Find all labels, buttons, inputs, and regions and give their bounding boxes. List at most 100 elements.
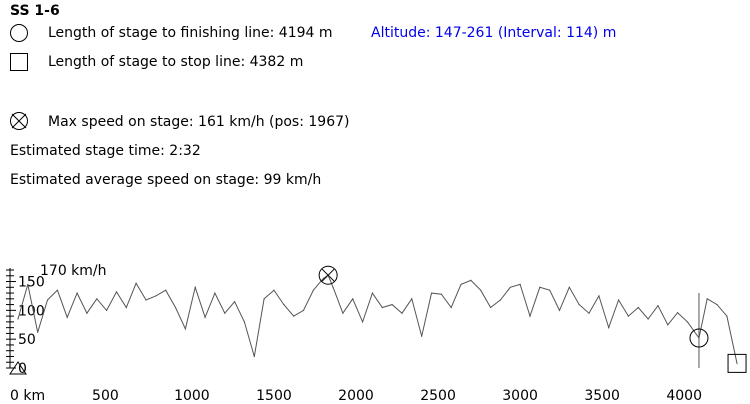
start-triangle-icon (9, 361, 27, 375)
speed-point (371, 292, 374, 294)
speed-point (27, 283, 29, 286)
max-speed-info: Max speed on stage: 161 km/h (pos: 1967) (48, 114, 350, 130)
speed-point (283, 303, 285, 306)
speed-point (529, 315, 531, 317)
speed-point (243, 321, 246, 323)
speed-point (470, 279, 472, 281)
speed-point (253, 355, 255, 358)
speed-point (125, 306, 127, 309)
speed-point (155, 295, 157, 297)
speed-point (588, 312, 590, 314)
speed-point (568, 286, 570, 288)
speed-point (184, 328, 186, 330)
speed-point (214, 292, 216, 294)
speed-point (608, 327, 610, 329)
speed-point (174, 306, 177, 309)
speed-point (598, 295, 600, 297)
speed-point (401, 312, 403, 314)
speed-point (17, 318, 19, 320)
speed-point (736, 362, 738, 364)
speed-point (519, 283, 521, 286)
speed-point (667, 324, 669, 326)
x-tick-label: 3500 (584, 388, 620, 404)
finish-line-circle-icon (10, 24, 28, 42)
x-tick-label: 3000 (502, 388, 538, 404)
speed-point (115, 291, 118, 293)
speed-point (637, 306, 639, 309)
altitude-info: Altitude: 147-261 (Interval: 114) m (371, 25, 617, 41)
speed-point (558, 309, 561, 311)
x-tick-label: 4000 (666, 388, 702, 404)
finish-line-marker-icon (689, 328, 709, 348)
speed-point (539, 286, 541, 288)
speed-point (450, 306, 452, 309)
max-speed-crossed-circle-icon (10, 112, 28, 130)
speed-point (224, 312, 226, 314)
speed-point (361, 321, 364, 323)
speed-point (657, 305, 659, 307)
speed-point (293, 315, 295, 317)
speed-point (37, 331, 39, 333)
speed-point (66, 316, 68, 318)
speed-point (322, 278, 324, 280)
speed-point (480, 289, 482, 291)
y-tick-label: 150 (18, 275, 45, 291)
speed-point (686, 321, 689, 323)
speed-point (135, 282, 137, 284)
estimated-stage-time: Estimated stage time: 2:32 (10, 143, 201, 159)
x-tick-label: 2000 (338, 388, 374, 404)
speed-point (96, 298, 98, 300)
speed-point (706, 298, 708, 300)
speed-point (489, 306, 492, 309)
speed-point (391, 303, 393, 306)
x-tick-label: 1500 (256, 388, 292, 404)
speed-series-line (17, 274, 738, 364)
speed-point (509, 286, 511, 288)
x-tick-label: 2500 (420, 388, 456, 404)
speed-point (332, 286, 334, 288)
speed-point (312, 289, 314, 291)
speed-point (46, 299, 49, 301)
estimated-average-speed: Estimated average speed on stage: 99 km/… (10, 172, 322, 188)
y-tick-label: 100 (18, 303, 45, 319)
finish-line-length: Length of stage to finishing line: 4194 … (48, 25, 333, 41)
speed-point (460, 283, 462, 286)
speed-point (421, 335, 423, 337)
speed-point (617, 299, 620, 301)
max-speed-marker-cross (321, 268, 335, 282)
speed-point (263, 298, 265, 300)
speed-point (726, 315, 728, 317)
speed-point (549, 289, 551, 291)
stop-line-marker-icon (727, 353, 747, 373)
x-tick-label: 0 km (10, 388, 45, 404)
speed-point (302, 309, 305, 311)
speed-point (677, 312, 679, 314)
speed-point (647, 318, 649, 320)
max-speed-marker-icon (318, 265, 338, 285)
y-tick-label: 50 (18, 332, 36, 348)
speed-point (76, 292, 78, 294)
speed-point (106, 309, 108, 311)
speed-point (430, 292, 433, 294)
speed-point (234, 301, 236, 303)
speed-point (86, 312, 88, 314)
speed-point (165, 289, 167, 291)
x-tick-label: 1000 (174, 388, 210, 404)
speed-point (440, 293, 442, 295)
speed-point (499, 299, 502, 301)
speed-point (716, 303, 718, 306)
stop-line-square-icon (10, 53, 28, 71)
y-max-label: 170 km/h (40, 263, 107, 279)
speed-point (411, 298, 413, 300)
speed-point (342, 312, 344, 314)
speed-point (273, 289, 275, 291)
stop-line-length: Length of stage to stop line: 4382 m (48, 54, 304, 70)
speed-point (56, 289, 58, 291)
stage-title: SS 1-6 (10, 3, 60, 19)
x-tick-label: 500 (92, 388, 119, 404)
speed-point (578, 303, 580, 306)
speed-point (352, 298, 354, 300)
speed-point (627, 315, 630, 317)
speed-point (204, 316, 206, 318)
